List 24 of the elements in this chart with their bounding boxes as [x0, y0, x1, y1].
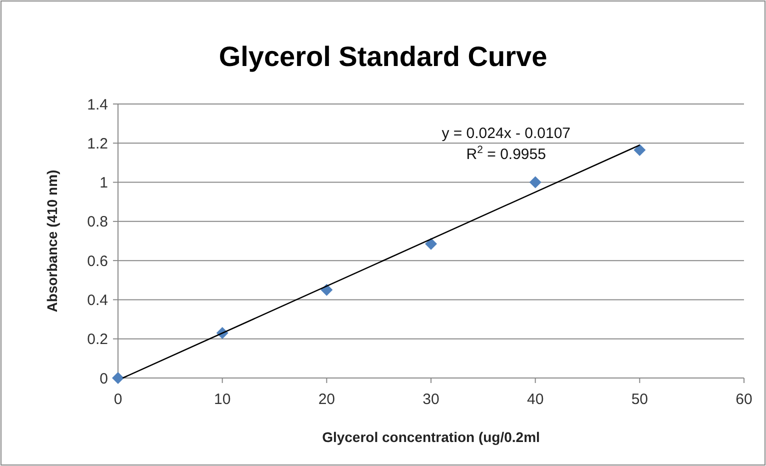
x-tick-label: 50 — [631, 391, 648, 408]
x-tick-label: 30 — [422, 391, 440, 408]
x-tick-label: 20 — [318, 391, 336, 408]
y-tick-label: 0.2 — [87, 331, 108, 348]
x-tick-label: 10 — [214, 391, 231, 408]
y-tick-label: 0.6 — [87, 252, 108, 270]
y-axis-title: Absorbance (410 nm) — [44, 170, 60, 312]
x-tick-label: 40 — [526, 391, 544, 408]
annotation: R$^{2}$ = 0.9955 — [466, 144, 546, 163]
y-tick-label: 0.8 — [87, 214, 108, 231]
point — [634, 144, 646, 156]
annotation: y = 0.024x - 0.0107 — [442, 125, 571, 142]
y-tick-label: 1.4 — [87, 96, 108, 114]
y-tick-label: 0.4 — [87, 292, 108, 309]
x-tick-label: 60 — [736, 391, 752, 408]
point — [425, 238, 437, 250]
x-axis-title: Glycerol concentration (ug/0.2ml — [322, 429, 540, 445]
y-tick-label: 0 — [100, 370, 108, 388]
point — [529, 176, 542, 188]
y-tick-label: 1 — [100, 174, 108, 192]
x-tick-label: 0 — [114, 391, 122, 408]
chart-title: Glycerol Standard Curve — [218, 41, 548, 72]
point — [112, 372, 124, 384]
y-tick-label: 1.2 — [87, 135, 108, 152]
